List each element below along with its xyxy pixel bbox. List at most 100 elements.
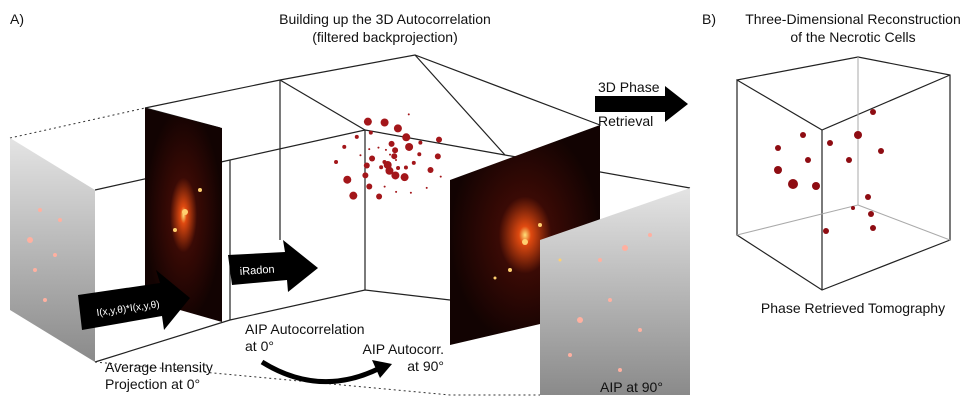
arrow-label: iRadon: [239, 264, 275, 278]
spot: [608, 298, 612, 302]
panel-label: B): [702, 11, 716, 27]
blob: [369, 131, 373, 135]
blob: [342, 145, 346, 149]
blob: [389, 141, 395, 147]
spot: [27, 237, 33, 243]
spot: [618, 368, 622, 372]
cell: [870, 109, 876, 115]
label: AIP Autocorr.: [363, 341, 444, 357]
spot: [622, 245, 628, 251]
label: Projection at 0°: [105, 376, 200, 392]
blob: [377, 147, 379, 149]
blob: [343, 176, 351, 184]
cell: [788, 179, 798, 189]
blob: [359, 154, 361, 156]
wireframe-b: [737, 57, 950, 290]
edge: [415, 55, 505, 155]
spot: [648, 233, 652, 237]
spot: [508, 268, 512, 272]
cell: [805, 157, 811, 163]
reconstructed-cells: [774, 109, 884, 234]
blob: [418, 141, 422, 145]
spot: [38, 208, 42, 212]
spot: [198, 188, 202, 192]
title: Building up the 3D Autocorrelation: [279, 11, 491, 27]
arrow-label: 3D Phase: [598, 79, 660, 95]
spot: [182, 209, 188, 215]
edge: [737, 57, 858, 235]
label: AIP at 90°: [600, 379, 663, 395]
figure: A) Building up the 3D Autocorrelation (f…: [0, 0, 973, 401]
spot: [559, 259, 562, 262]
blob: [379, 165, 383, 169]
edge: [10, 108, 145, 138]
cell: [827, 140, 833, 146]
blob: [364, 163, 370, 169]
blob: [435, 153, 441, 159]
spot: [43, 298, 47, 302]
page: A) Building up the 3D Autocorrelation (f…: [0, 0, 973, 401]
edge: [280, 80, 365, 130]
blob: [392, 147, 398, 153]
blob: [389, 154, 391, 156]
blob: [369, 156, 375, 162]
cell: [878, 148, 884, 154]
blob: [381, 119, 389, 127]
blob: [394, 124, 402, 132]
blob: [395, 159, 397, 161]
blob: [366, 184, 372, 190]
blob: [405, 143, 413, 151]
label: at 0°: [245, 338, 274, 354]
blob: [402, 133, 410, 141]
cell: [870, 225, 876, 231]
spot: [494, 277, 497, 280]
cell: [812, 182, 820, 190]
cell: [775, 145, 781, 151]
cell: [851, 206, 855, 210]
cell: [800, 132, 806, 138]
blob: [396, 166, 400, 170]
blob: [426, 187, 428, 189]
label: AIP Autocorrelation: [245, 321, 365, 337]
blob: [362, 172, 368, 178]
blob: [334, 160, 338, 164]
blob: [410, 192, 412, 194]
blob: [364, 118, 372, 126]
autocorrelation-volume: [334, 113, 442, 199]
blob: [404, 166, 408, 170]
blob: [395, 191, 397, 193]
blob: [436, 137, 442, 143]
spot: [538, 223, 542, 227]
title: (filtered backprojection): [312, 29, 458, 45]
cell: [868, 211, 874, 217]
cell: [854, 131, 862, 139]
caption: Phase Retrieved Tomography: [761, 300, 945, 316]
spot: [522, 239, 528, 245]
blob: [384, 186, 386, 188]
panel-label: A): [10, 11, 24, 27]
label: Average Intensity: [105, 359, 213, 375]
spot: [638, 328, 642, 332]
blob: [384, 161, 392, 169]
blob: [401, 173, 409, 181]
spot: [173, 228, 177, 232]
cell: [823, 228, 829, 234]
blob: [440, 176, 442, 178]
blob: [412, 161, 416, 165]
edge: [145, 55, 600, 125]
title: of the Necrotic Cells: [790, 29, 915, 45]
blob: [376, 194, 382, 200]
blob: [355, 135, 359, 139]
blob: [417, 152, 421, 156]
cell: [846, 157, 852, 163]
title: Three-Dimensional Reconstruction: [745, 11, 961, 27]
blob: [368, 148, 370, 150]
edge: [737, 57, 950, 290]
spot: [33, 268, 37, 272]
label: at 90°: [407, 358, 444, 374]
blob: [349, 192, 357, 200]
spot: [58, 218, 62, 222]
edge: [858, 205, 950, 240]
blob: [391, 153, 397, 159]
spot: [577, 317, 583, 323]
